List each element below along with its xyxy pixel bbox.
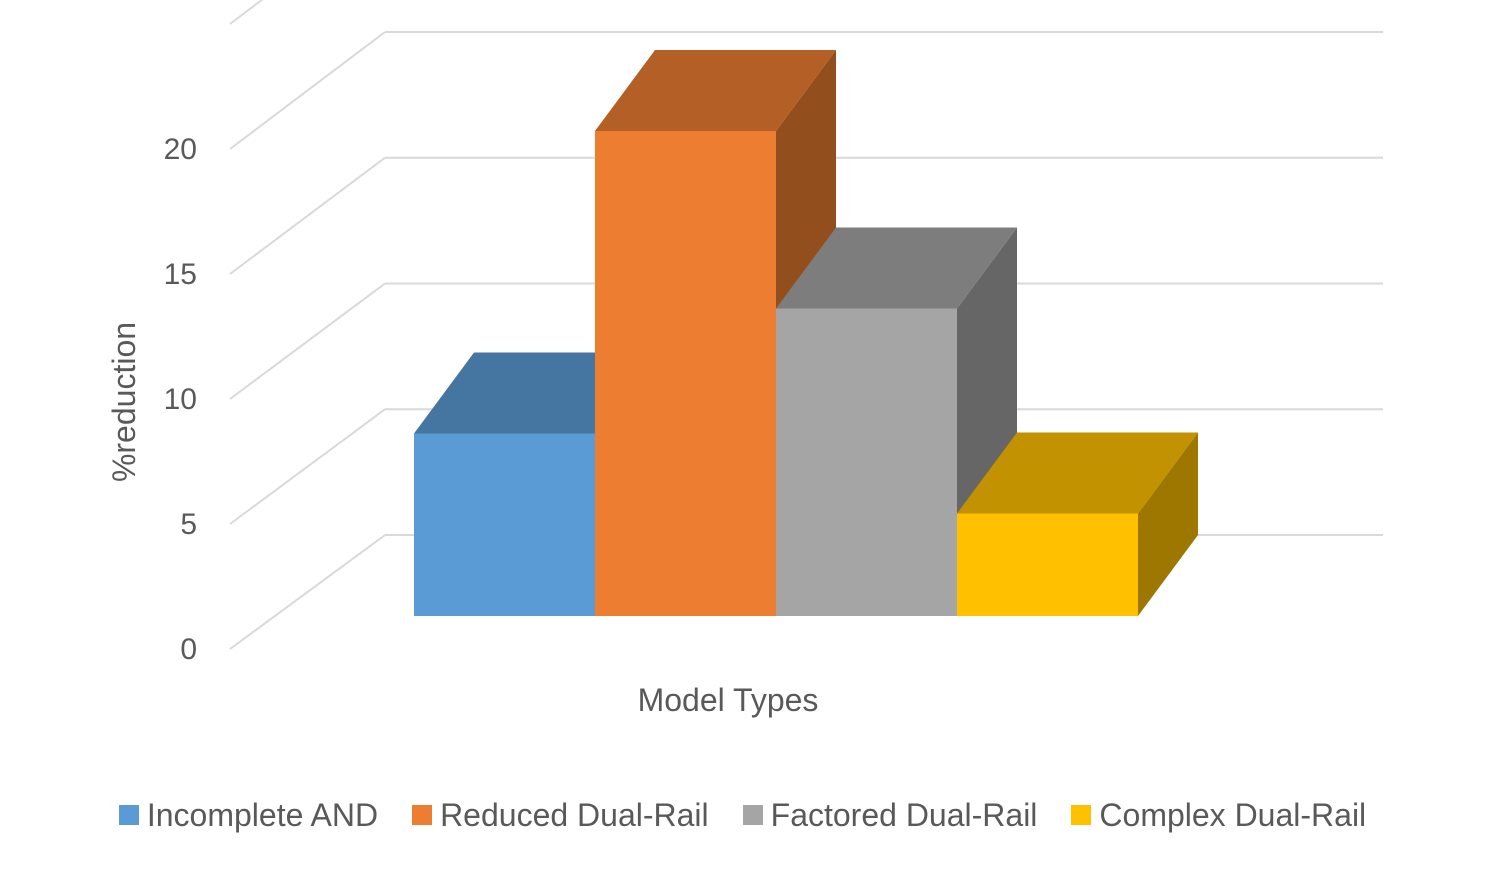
bar-3 — [957, 432, 1198, 616]
y-tick-label: 5 — [180, 508, 197, 541]
bar-top-face — [957, 432, 1198, 514]
gridline-side — [229, 408, 386, 525]
y-axis-title: %reduction — [106, 322, 142, 482]
bars — [414, 50, 1198, 616]
legend-label: Factored Dual-Rail — [770, 796, 1038, 833]
gridline-side — [229, 534, 386, 650]
bar-front-face — [595, 131, 776, 616]
legend-item: Factored Dual-Rail — [742, 796, 1038, 834]
y-tick-label: 0 — [180, 633, 197, 666]
legend-item: Reduced Dual-Rail — [412, 797, 709, 834]
gridline-side — [229, 31, 386, 150]
legend-swatch — [1071, 805, 1092, 825]
bar-front-face — [957, 513, 1138, 616]
bar-top-face — [414, 352, 655, 434]
bar-top-face — [595, 50, 836, 131]
bar-front-face — [776, 308, 957, 616]
legend: Incomplete AND Reduced Dual-Rail Factored … — [0, 790, 1485, 840]
legend-swatch — [118, 805, 139, 825]
legend-item: Incomplete AND — [118, 796, 379, 834]
y-axis-ticks: 0 5 10 15 20 — [164, 133, 197, 666]
gridline-side — [229, 282, 386, 400]
bar-front-face — [414, 433, 595, 616]
x-axis-title: Model Types — [638, 682, 819, 718]
legend-swatch — [412, 805, 433, 825]
gridline-side — [229, 0, 264, 25]
legend-item: Complex Dual-Rail — [1071, 797, 1366, 834]
bar-top-face — [776, 227, 1017, 309]
bar-side-face — [1138, 432, 1198, 616]
legend-label: Complex Dual-Rail — [1099, 796, 1367, 833]
y-tick-label: 10 — [164, 383, 197, 416]
y-tick-label: 15 — [164, 258, 197, 291]
y-tick-label: 20 — [164, 133, 197, 166]
legend-label: Reduced Dual-Rail — [440, 796, 709, 833]
gridline-side — [229, 156, 386, 275]
legend-label: Incomplete AND — [146, 796, 379, 833]
legend-swatch — [742, 805, 763, 825]
